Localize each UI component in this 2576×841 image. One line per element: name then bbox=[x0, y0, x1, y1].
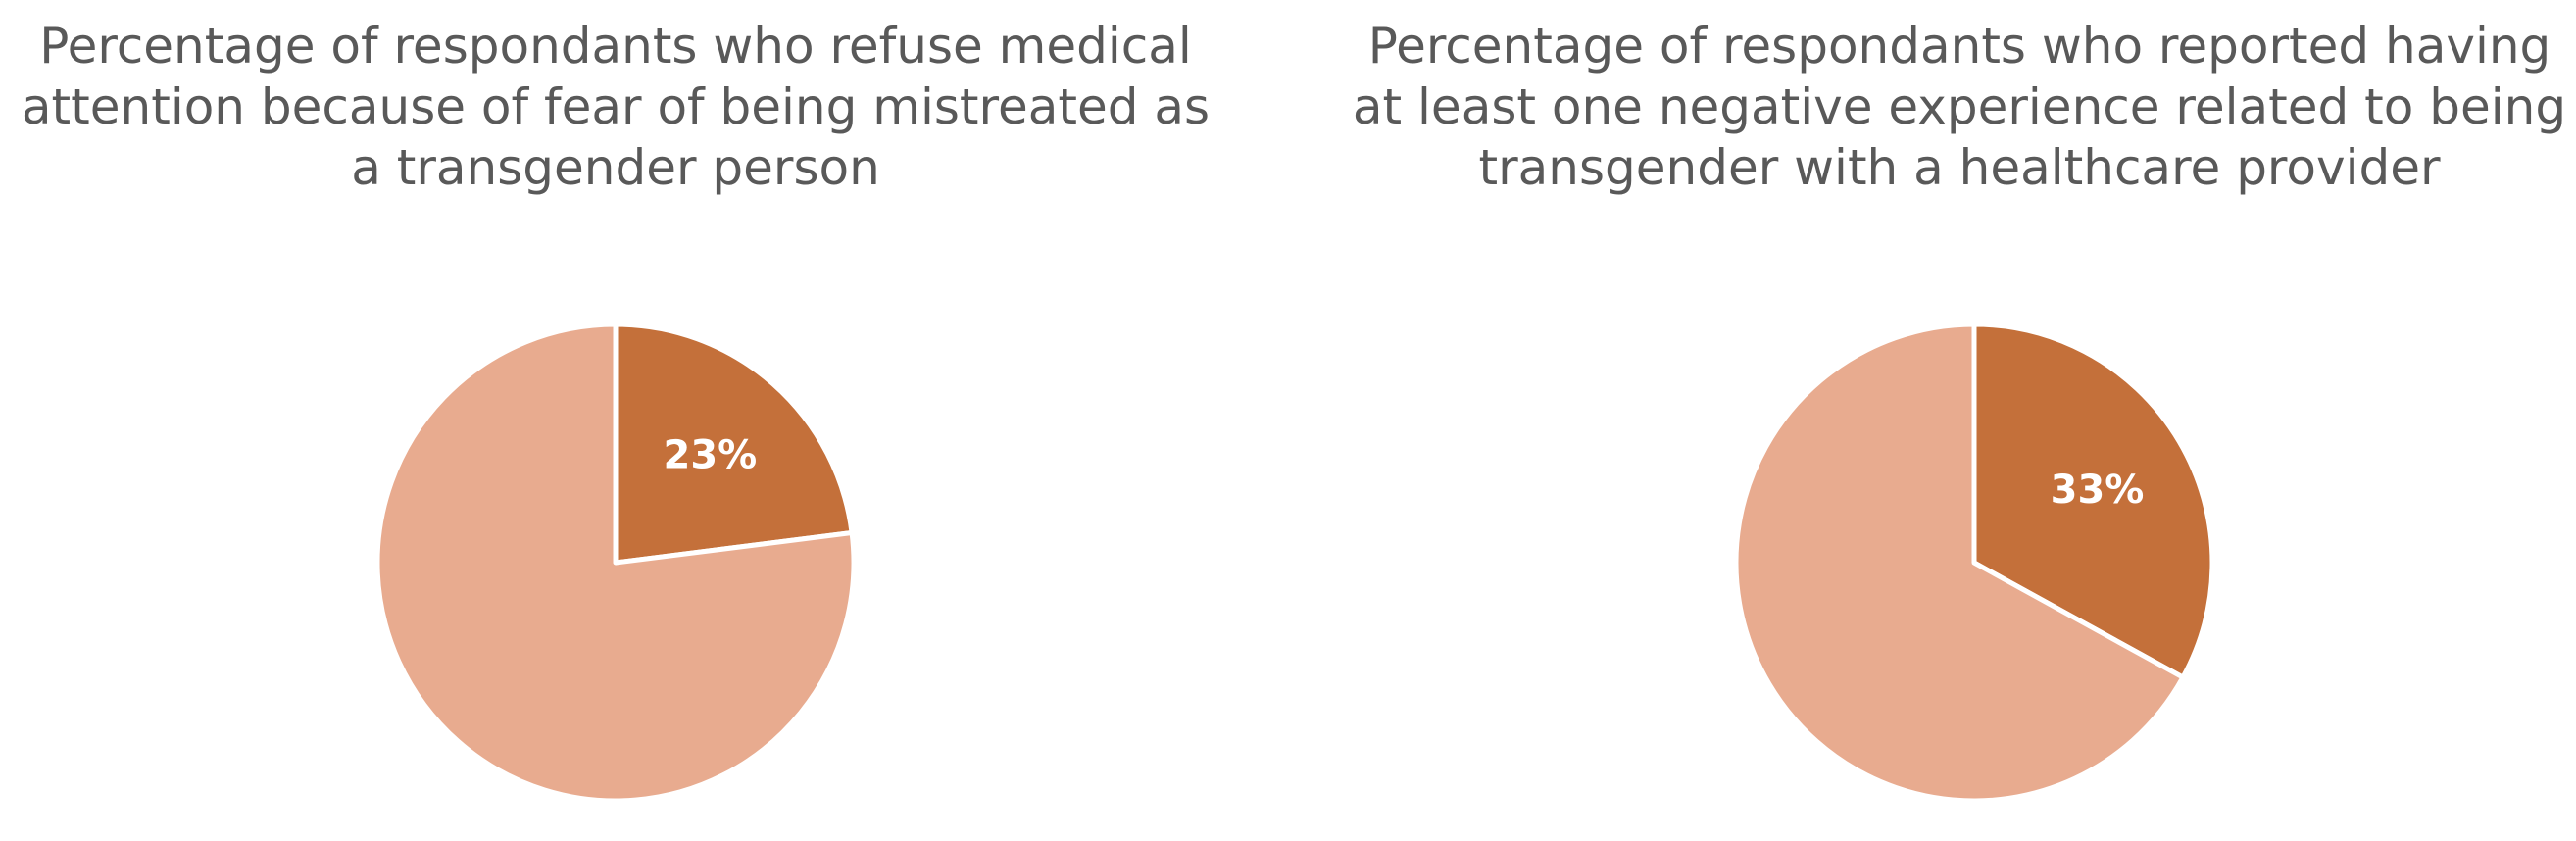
chart-title: Percentage of respondants who refuse med… bbox=[21, 18, 1211, 196]
data-label: 23% bbox=[664, 433, 758, 478]
data-label: 33% bbox=[2051, 468, 2145, 513]
chart-refuse-medical-attention: Percentage of respondants who refuse med… bbox=[0, 0, 1231, 841]
pie-slice-1 bbox=[1733, 322, 2186, 804]
pie-slice-0 bbox=[1971, 322, 2215, 680]
pie-slice-1 bbox=[374, 322, 857, 804]
pie-chart: 23% bbox=[374, 322, 857, 804]
pie-slice-0 bbox=[613, 322, 855, 566]
pie-chart: 33% bbox=[1733, 322, 2215, 804]
chart-title: Percentage of respondants who reported h… bbox=[1352, 18, 2567, 196]
chart-negative-experience: Percentage of respondants who reported h… bbox=[1343, 0, 2576, 841]
